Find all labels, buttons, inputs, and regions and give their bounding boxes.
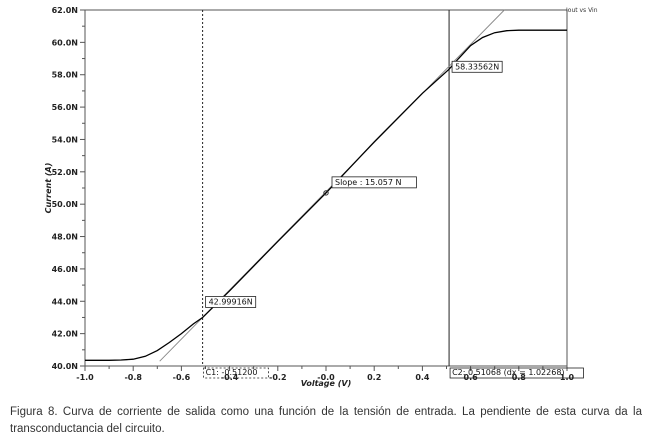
slope-marker: [323, 190, 329, 196]
y-tick-label: 62.0N: [52, 6, 78, 15]
y-tick-label: 40.0N: [52, 362, 78, 371]
x-tick-label: 0.8: [512, 373, 527, 382]
y-tick-label: 42.0N: [52, 330, 78, 339]
cursor-label-text: C2: 0.51068 (dx = 1.02268): [452, 368, 564, 377]
y-tick-label: 56.0N: [52, 103, 78, 112]
cursor-label: C2: 0.51068 (dx = 1.02268): [449, 367, 584, 379]
y-tick-label: 46.0N: [52, 265, 78, 274]
x-tick-label: 1.0: [560, 373, 575, 382]
x-tick-label: -0.2: [269, 373, 287, 382]
ticks: -1.0 -0.8 -0.6 -0.4 -0.2 -0.0 0.2 0.4 0.6 0.8 1.0 4…: [52, 6, 575, 382]
x-tick-label: 0.4: [415, 373, 430, 382]
x-tick-label: -0.0: [317, 373, 335, 382]
annotation-label: Slope : 15.057 N: [335, 178, 402, 187]
x-tick-label: -0.4: [221, 373, 239, 382]
cursor-label-text: C1: -0.51200: [206, 368, 258, 377]
x-tick-label: -1.0: [76, 373, 94, 382]
annotations: 42.99916N 58.33562N Slope : 15.057 N: [205, 60, 503, 308]
cursor-label-box: [449, 367, 584, 379]
annotation-label: 58.33562N: [455, 62, 499, 71]
x-axis-title: Voltage (V): [301, 379, 352, 388]
y-tick-label: 48.0N: [52, 233, 78, 242]
annotation-box: [205, 296, 257, 308]
y-tick-label: 44.0N: [52, 297, 78, 306]
y-axis-title: Current (A): [44, 163, 53, 214]
x-tick-label: -0.8: [124, 373, 142, 382]
y-tick-label: 52.0N: [52, 168, 78, 177]
figure-caption: Figura 8. Curva de corriente de salida c…: [10, 406, 642, 435]
legend-entry: Iout vs Vin: [566, 7, 598, 14]
cursors: C1: -0.51200 C2: 0.51068 (dx = 1.02268): [202, 10, 584, 379]
chart: -1.0 -0.8 -0.6 -0.4 -0.2 -0.0 0.2 0.4 0.6 0.8 1.0 4…: [44, 6, 598, 388]
annotation-box: [451, 60, 503, 73]
x-tick-label: -0.6: [173, 373, 191, 382]
x-tick-label: 0.6: [464, 373, 479, 382]
annotation-label: 42.99916N: [209, 297, 253, 306]
y-tick-label: 58.0N: [52, 71, 78, 80]
cursor-label-box: [203, 367, 269, 379]
x-tick-label: 0.2: [367, 373, 381, 382]
y-tick-label: 50.0N: [52, 200, 78, 209]
y-tick-label: 60.0N: [52, 38, 78, 47]
series-line: [85, 29, 567, 361]
cursor-label: C1: -0.51200: [203, 367, 269, 379]
annotation-box: [331, 176, 417, 189]
y-tick-label: 54.0N: [52, 135, 78, 144]
